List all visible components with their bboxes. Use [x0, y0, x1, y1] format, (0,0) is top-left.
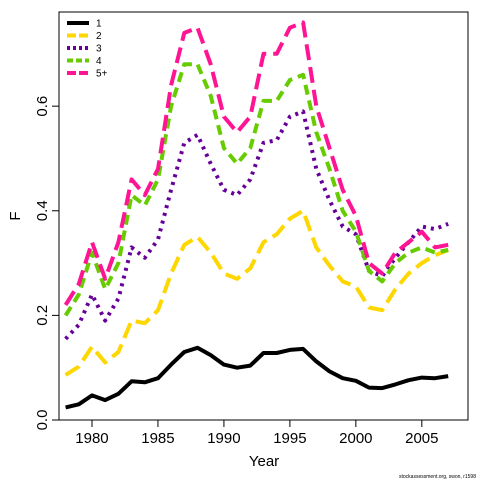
- series-line-1: [65, 345, 449, 410]
- legend-label-5: 5+: [96, 69, 108, 80]
- legend-label-3: 3: [96, 44, 102, 55]
- x-tick-label: 1990: [207, 430, 240, 447]
- x-tick-label: 2005: [405, 430, 438, 447]
- series-line-4: [63, 62, 449, 317]
- y-tick-label: 0.0: [34, 410, 51, 431]
- x-tick-label: 1985: [141, 430, 174, 447]
- legend-label-4: 4: [96, 56, 102, 67]
- y-tick-label: 0.6: [34, 96, 51, 117]
- legend: 12 34 5+: [67, 19, 108, 80]
- legend-label-1: 1: [96, 19, 102, 30]
- series-line-2: [64, 208, 449, 377]
- x-axis-title: Year: [249, 453, 279, 470]
- series-line-5: [63, 20, 449, 306]
- x-tick-label: 1980: [75, 430, 108, 447]
- x-axis: 1980 1985 1990 1995 2000 2005: [75, 420, 439, 447]
- legend-label-2: 2: [96, 31, 102, 42]
- x-tick-label: 1995: [273, 430, 306, 447]
- plot-frame: [58, 11, 469, 421]
- series-layer: [63, 20, 449, 410]
- y-axis-title: F: [7, 211, 24, 220]
- credit-text: stockassessment.org, swon, r1598: [399, 474, 476, 480]
- y-axis: 0.0 0.2 0.4 0.6: [34, 96, 59, 431]
- x-tick-label: 2000: [339, 430, 372, 447]
- y-tick-label: 0.2: [34, 305, 51, 326]
- y-tick-label: 0.4: [34, 200, 51, 221]
- series-line-3: [64, 109, 449, 341]
